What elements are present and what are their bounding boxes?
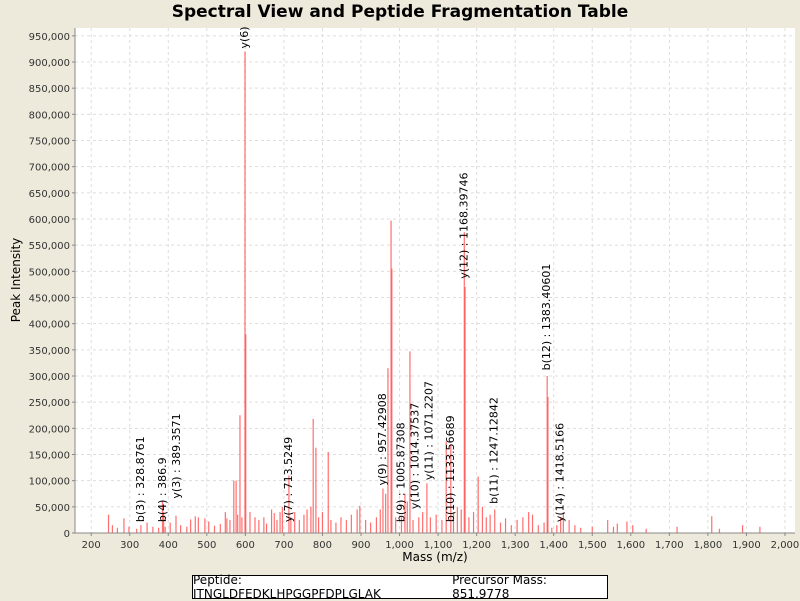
y-tick-label: 200,000 <box>29 424 70 435</box>
x-tick-label: 800 <box>313 540 332 551</box>
fragment-ion-label: y(6) <box>238 26 251 48</box>
x-tick-label: 700 <box>274 540 293 551</box>
y-tick-label: 500,000 <box>29 267 70 278</box>
y-tick-label: 600,000 <box>29 215 70 226</box>
fragment-ion-label: y(12) : 1168.39746 <box>457 173 470 279</box>
x-tick-label: 1,300 <box>501 540 530 551</box>
y-tick-label: 300,000 <box>29 372 70 383</box>
x-tick-label: 1,600 <box>616 540 645 551</box>
y-tick-label: 800,000 <box>29 110 70 121</box>
x-tick-label: 1,400 <box>539 540 568 551</box>
peptide-sequence: Peptide: ITNGLDFEDKLHPGGPFDPLGLAK <box>193 573 381 601</box>
fragment-ion-label: b(9) : 1005.87308 <box>394 422 407 522</box>
y-tick-label: 900,000 <box>29 58 70 69</box>
x-tick-label: 1,200 <box>462 540 491 551</box>
y-tick-label: 350,000 <box>29 346 70 357</box>
x-tick-label: 1,800 <box>694 540 723 551</box>
plot-area <box>75 28 795 533</box>
fragment-ion-label: b(11) : 1247.12842 <box>488 397 501 504</box>
fragment-ion-label: b(12) : 1383.40601 <box>540 264 553 371</box>
fragment-ion-label: b(3) : 328.8761 <box>134 436 147 522</box>
fragment-ion-label: y(11) : 1071.2207 <box>422 381 435 480</box>
x-tick-label: 1,500 <box>578 540 607 551</box>
x-tick-label: 300 <box>120 540 139 551</box>
precursor-mass: Precursor Mass: 851.9778 <box>452 573 547 601</box>
x-tick-label: 400 <box>159 540 178 551</box>
x-tick-label: 2,000 <box>771 540 800 551</box>
x-tick-label: 1,900 <box>732 540 761 551</box>
y-tick-label: 550,000 <box>29 241 70 252</box>
x-tick-label: 500 <box>197 540 216 551</box>
y-tick-label: 400,000 <box>29 320 70 331</box>
y-tick-label: 950,000 <box>29 32 70 43</box>
x-tick-label: 1,700 <box>655 540 684 551</box>
y-tick-label: 250,000 <box>29 398 70 409</box>
y-tick-label: 0 <box>64 529 70 540</box>
x-tick-label: 900 <box>351 540 370 551</box>
y-tick-label: 700,000 <box>29 163 70 174</box>
fragment-ion-label: y(9) : 957.42908 <box>376 393 389 485</box>
x-tick-label: 600 <box>236 540 255 551</box>
y-axis-label: Peak Intensity <box>9 238 23 323</box>
fragment-ion-label: y(3) : 389.3571 <box>170 413 183 498</box>
x-tick-label: 1,100 <box>424 540 453 551</box>
fragment-ion-label: b(10) : 1133.56689 <box>444 415 457 522</box>
y-tick-label: 650,000 <box>29 189 70 200</box>
legend: Peptide: ITNGLDFEDKLHPGGPFDPLGLAK Precur… <box>192 573 608 601</box>
x-tick-label: 1,000 <box>385 540 414 551</box>
y-tick-label: 450,000 <box>29 294 70 305</box>
fragment-ion-label: y(14) : 1418.5166 <box>554 423 567 522</box>
fragment-ion-label: y(7) : 713.5249 <box>282 437 295 522</box>
y-tick-label: 850,000 <box>29 84 70 95</box>
chart-title: Spectral View and Peptide Fragmentation … <box>171 2 629 22</box>
y-tick-label: 750,000 <box>29 137 70 148</box>
y-tick-label: 100,000 <box>29 477 70 488</box>
x-axis-label: Mass (m/z) <box>402 550 467 564</box>
x-tick-label: 200 <box>82 540 101 551</box>
y-tick-label: 50,000 <box>35 503 70 514</box>
y-tick-label: 150,000 <box>29 451 70 462</box>
fragment-ion-label: y(10) : 1014.37537 <box>408 403 421 509</box>
fragment-ion-label: b(4) : 386.9 <box>156 457 169 522</box>
